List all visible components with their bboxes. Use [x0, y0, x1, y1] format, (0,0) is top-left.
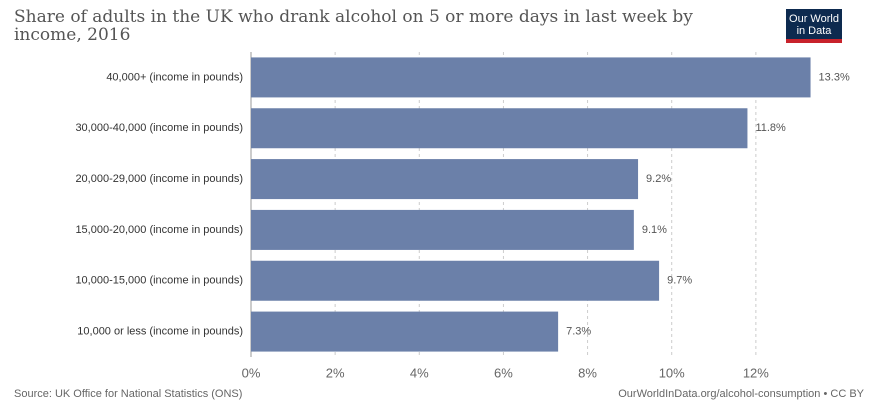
- bar: [251, 209, 634, 250]
- x-tick-label: 6%: [494, 365, 513, 380]
- bar: [251, 260, 660, 301]
- value-label: 9.7%: [667, 275, 692, 287]
- logo: Our World in Data: [786, 9, 842, 43]
- y-tick-label: 10,000-15,000 (income in pounds): [75, 275, 243, 287]
- chart-title: Share of adults in the UK who drank alco…: [14, 7, 693, 45]
- y-tick-label: 20,000-29,000 (income in pounds): [75, 173, 243, 185]
- url: OurWorldInData.org/alcohol-consumption •…: [618, 388, 864, 400]
- x-tick-label: 2%: [326, 365, 345, 380]
- x-tick-label: 12%: [743, 365, 769, 380]
- value-label: 11.8%: [755, 122, 786, 134]
- value-label: 13.3%: [819, 71, 850, 83]
- value-label: 7.3%: [566, 325, 591, 337]
- bar: [251, 311, 559, 352]
- x-tick-label: 8%: [578, 365, 597, 380]
- y-tick-label: 40,000+ (income in pounds): [106, 71, 243, 83]
- x-tick-label: 4%: [410, 365, 429, 380]
- value-label: 9.1%: [642, 224, 667, 236]
- y-tick-label: 30,000-40,000 (income in pounds): [75, 122, 243, 134]
- x-tick-label: 0%: [242, 365, 261, 380]
- bar: [251, 108, 748, 149]
- bar: [251, 159, 639, 200]
- chart: 0% 2% 4% 6% 8% 10% 12% 40,000+ (income in pound…: [75, 52, 850, 380]
- source: Source: UK Office for National Statistic…: [14, 388, 243, 400]
- bar: [251, 57, 811, 98]
- logo-text: Our World in Data: [789, 13, 839, 37]
- y-tick-label: 15,000-20,000 (income in pounds): [75, 224, 243, 236]
- x-tick-label: 10%: [659, 365, 685, 380]
- y-tick-label: 10,000 or less (income in pounds): [77, 325, 243, 337]
- value-label: 9.2%: [646, 173, 671, 185]
